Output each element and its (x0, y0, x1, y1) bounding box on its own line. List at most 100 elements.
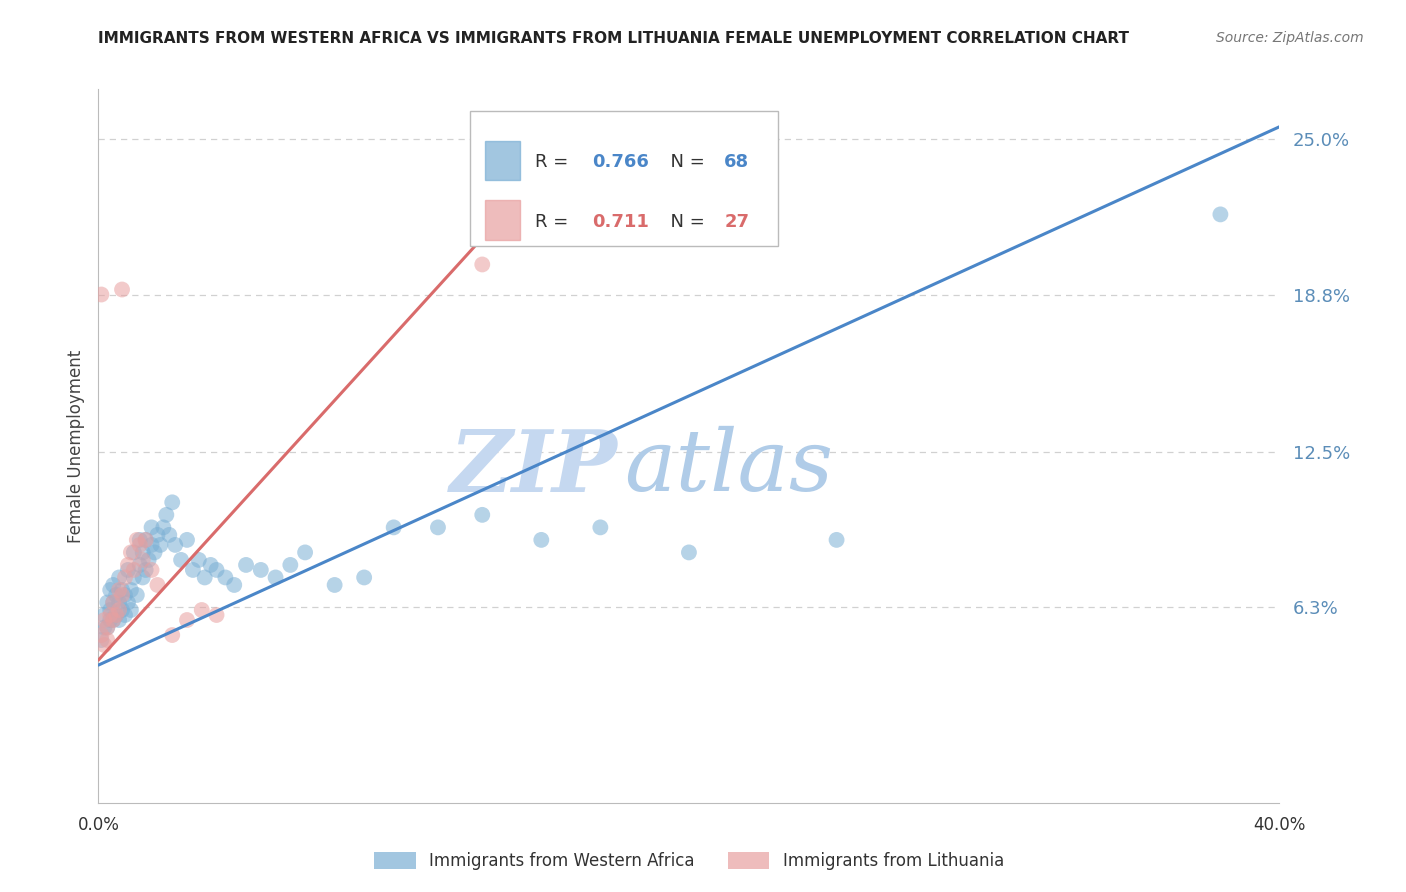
Point (146, 578, 169, 592)
Point (170, 553, 193, 567)
Point (162, 495, 183, 509)
Point (278, 558, 302, 572)
Point (117, 595, 139, 609)
Point (132, 545, 155, 559)
Point (353, 570, 375, 584)
Point (1209, 207, 1232, 221)
Point (589, 520, 612, 534)
Text: Source: ZipAtlas.com: Source: ZipAtlas.com (1216, 31, 1364, 45)
Point (108, 613, 131, 627)
Point (205, 607, 228, 622)
Point (125, 588, 148, 602)
Point (108, 603, 131, 617)
Point (471, 508, 494, 522)
Point (176, 533, 198, 547)
Text: R =: R = (536, 213, 575, 231)
Point (98, 613, 121, 627)
Point (200, 558, 222, 572)
Point (128, 533, 150, 547)
Point (323, 578, 346, 592)
Point (530, 533, 553, 547)
Text: atlas: atlas (624, 426, 834, 508)
Point (132, 553, 155, 567)
Point (105, 607, 128, 622)
Point (138, 553, 160, 567)
Text: N =: N = (659, 213, 711, 231)
Point (191, 603, 214, 617)
Point (103, 613, 125, 627)
Point (96, 633, 118, 648)
Point (98, 582, 121, 597)
Point (120, 545, 142, 559)
Point (162, 628, 183, 642)
Point (141, 563, 163, 577)
Point (132, 570, 155, 584)
Point (117, 563, 139, 577)
Point (122, 545, 145, 559)
Point (98, 607, 121, 622)
Text: R =: R = (536, 153, 575, 171)
Point (181, 563, 204, 577)
Point (149, 538, 172, 552)
Point (128, 538, 150, 552)
Point (125, 533, 148, 547)
Point (146, 528, 169, 542)
Point (224, 578, 246, 592)
Point (235, 558, 257, 572)
Point (176, 613, 198, 627)
Point (108, 595, 131, 609)
Point (93, 638, 115, 652)
Text: IMMIGRANTS FROM WESTERN AFRICA VS IMMIGRANTS FROM LITHUANIA FEMALE UNEMPLOYMENT : IMMIGRANTS FROM WESTERN AFRICA VS IMMIGR… (98, 31, 1129, 46)
Point (214, 570, 236, 584)
Point (105, 607, 128, 622)
Point (103, 595, 125, 609)
Point (93, 607, 115, 622)
Point (264, 570, 287, 584)
Point (117, 558, 139, 572)
Point (205, 563, 228, 577)
Point (111, 582, 134, 597)
Point (382, 520, 405, 534)
Point (141, 538, 163, 552)
Point (114, 588, 136, 602)
Point (120, 582, 142, 597)
Point (187, 553, 209, 567)
Point (152, 520, 174, 534)
Point (143, 545, 166, 559)
Text: 27: 27 (724, 213, 749, 231)
Point (250, 563, 273, 577)
Point (103, 578, 125, 592)
Point (105, 588, 128, 602)
Point (122, 570, 145, 584)
Point (155, 508, 177, 522)
Point (141, 520, 163, 534)
Text: ZIP: ZIP (450, 425, 619, 509)
Point (165, 538, 187, 552)
Point (93, 613, 115, 627)
Point (108, 582, 131, 597)
FancyBboxPatch shape (471, 111, 778, 246)
Point (111, 283, 134, 297)
Point (194, 570, 217, 584)
Point (122, 563, 145, 577)
Point (111, 588, 134, 602)
Point (128, 558, 150, 572)
Point (90, 633, 112, 648)
Point (427, 520, 450, 534)
Point (90, 287, 112, 301)
Text: 68: 68 (724, 153, 749, 171)
Point (135, 533, 157, 547)
Point (96, 621, 118, 635)
Point (111, 603, 134, 617)
Point (108, 570, 131, 584)
Point (96, 621, 118, 635)
Point (678, 545, 700, 559)
Point (90, 628, 112, 642)
Text: 0.711: 0.711 (592, 213, 650, 231)
Y-axis label: Female Unemployment: Female Unemployment (66, 350, 84, 542)
Bar (485, 141, 520, 180)
Point (825, 533, 848, 547)
Point (93, 621, 115, 635)
Point (96, 595, 118, 609)
Text: 0.766: 0.766 (592, 153, 650, 171)
